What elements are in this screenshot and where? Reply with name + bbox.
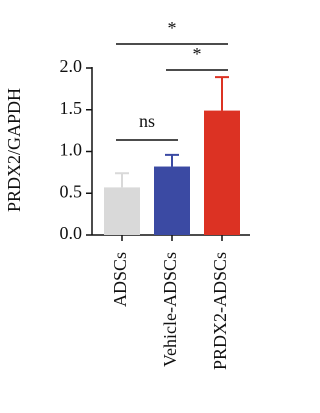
significance-label: * — [168, 18, 177, 38]
y-tick-label: 1.0 — [60, 140, 83, 160]
y-tick-label: 0.5 — [60, 181, 83, 201]
y-axis-label: PRDX2/GAPDH — [4, 88, 24, 212]
bar — [204, 110, 240, 235]
bar — [104, 187, 140, 235]
error-bar — [115, 172, 129, 188]
y-tick-label: 2.0 — [60, 56, 83, 76]
y-tick-label: 1.5 — [60, 98, 83, 118]
significance-label: * — [193, 44, 202, 64]
x-tick-label: PRDX2-ADSCs — [210, 252, 230, 370]
x-tick-label: Vehicle-ADSCs — [160, 252, 180, 367]
error-bar — [215, 76, 229, 111]
y-tick-label: 0.0 — [60, 223, 83, 243]
bar — [154, 166, 190, 235]
x-tick-label: ADSCs — [110, 252, 130, 307]
significance-label: ns — [139, 111, 155, 131]
chart: PRDX2/GAPDH 0.0 0.5 1.0 1.5 2.0 ADSCs Vehicle-… — [4, 18, 250, 370]
error-bar — [165, 153, 179, 167]
